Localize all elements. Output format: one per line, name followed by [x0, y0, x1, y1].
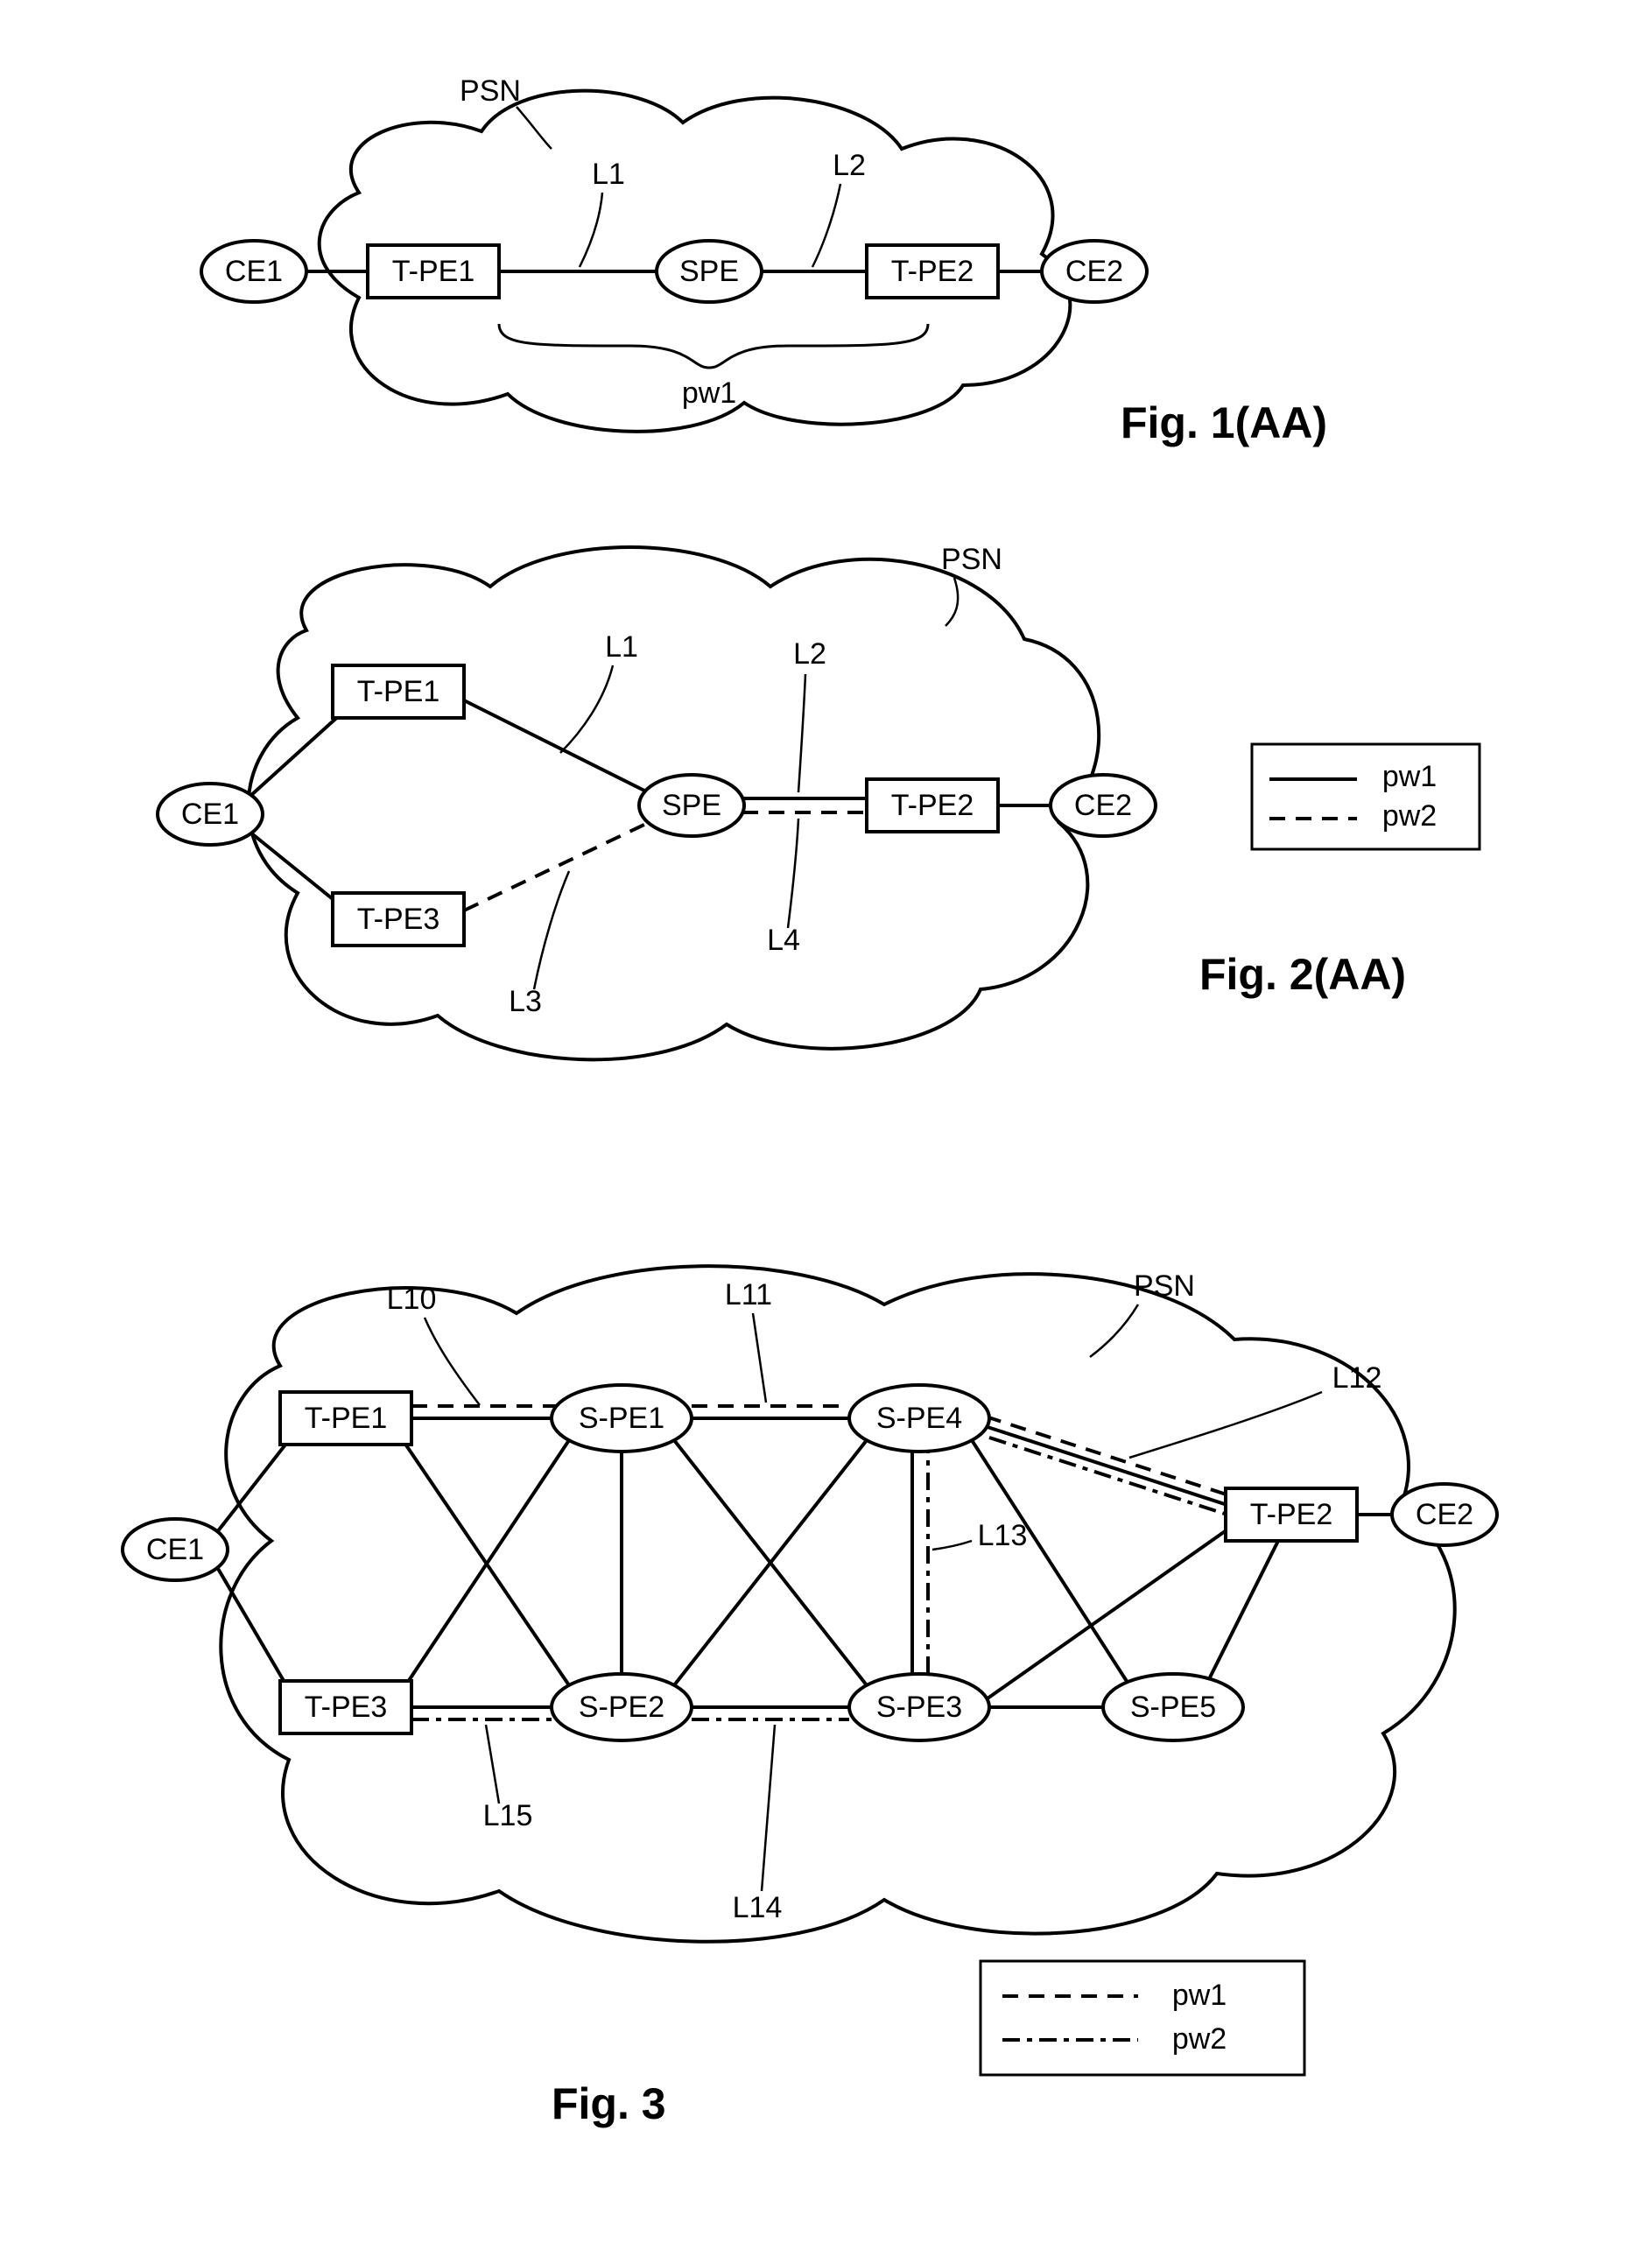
- fig2-l2-label: L2: [793, 637, 826, 671]
- page: PSN L1 L2 pw1 CE1 T-PE1 SPE T-PE2 CE2 Fi…: [35, 35, 1617, 2229]
- fig1-pw1-label: pw1: [682, 376, 736, 410]
- fig3-tpe1-label: T-PE1: [305, 1402, 387, 1435]
- fig2-tpe3-label: T-PE3: [357, 903, 439, 936]
- fig3-spe2-label: S-PE2: [579, 1691, 664, 1724]
- fig1-psn-label: PSN: [460, 74, 521, 108]
- fig2-svg: PSN L1 L2 L3 L4 CE1 T-PE1 T-PE3 SPE T-PE…: [79, 525, 1567, 1138]
- fig2-legend-pw1: pw1: [1382, 760, 1437, 793]
- fig3-l15-label: L15: [483, 1799, 533, 1832]
- fig2-ce1-label: CE1: [181, 798, 239, 831]
- fig3-legend-pw1: pw1: [1172, 1979, 1227, 2012]
- fig1-l2-label: L2: [833, 149, 866, 182]
- fig3-tpe2-label: T-PE2: [1250, 1498, 1332, 1531]
- fig1-svg: PSN L1 L2 pw1 CE1 T-PE1 SPE T-PE2 CE2 Fi…: [79, 53, 1567, 464]
- fig2-legend-box: [1252, 744, 1480, 849]
- fig3-cloud: [221, 1266, 1454, 1942]
- fig3-tpe3-label: T-PE3: [305, 1691, 387, 1724]
- fig3-spe1-label: S-PE1: [579, 1402, 664, 1435]
- fig3-svg: PSN L10 L11 L12 L13 L14 L15 CE1 T-PE1 T-…: [61, 1243, 1637, 2206]
- fig1-l1-label: L1: [592, 158, 625, 191]
- fig2-legend-pw2: pw2: [1382, 799, 1437, 833]
- fig3-spe5-label: S-PE5: [1130, 1691, 1216, 1724]
- fig3-l12-label: L12: [1332, 1361, 1382, 1395]
- fig2-caption: Fig. 2(AA): [1199, 950, 1406, 999]
- fig3-caption: Fig. 3: [552, 2079, 666, 2128]
- fig3-psn-label: PSN: [1134, 1269, 1195, 1303]
- fig3-ce1-label: CE1: [146, 1533, 204, 1566]
- fig1-tpe1-label: T-PE1: [392, 255, 475, 288]
- fig3-l14-label: L14: [733, 1891, 783, 1924]
- fig2-tpe1-label: T-PE1: [357, 675, 439, 708]
- fig3-legend-box: [981, 1961, 1304, 2075]
- fig1-ce1-label: CE1: [225, 255, 283, 288]
- fig2-l3-label: L3: [509, 985, 542, 1018]
- fig1-spe-label: SPE: [679, 255, 739, 288]
- fig2-l1-label: L1: [605, 630, 638, 664]
- fig1-ce2-label: CE2: [1065, 255, 1123, 288]
- fig2-l4-label: L4: [767, 924, 800, 957]
- fig3-l13-label: L13: [978, 1519, 1028, 1552]
- fig2-spe-label: SPE: [662, 789, 721, 822]
- fig3-ce2-label: CE2: [1416, 1498, 1473, 1531]
- fig1-tpe2-label: T-PE2: [891, 255, 974, 288]
- fig2-ce2-label: CE2: [1074, 789, 1132, 822]
- fig3-spe4-label: S-PE4: [876, 1402, 962, 1435]
- fig2-tpe2-label: T-PE2: [891, 789, 974, 822]
- fig3-l11-label: L11: [725, 1278, 772, 1311]
- fig3-l10-label: L10: [387, 1283, 437, 1316]
- fig3-legend-pw2: pw2: [1172, 2022, 1227, 2056]
- fig2-psn-label: PSN: [941, 543, 1002, 576]
- fig1-caption: Fig. 1(AA): [1121, 398, 1327, 447]
- fig3-spe3-label: S-PE3: [876, 1691, 962, 1724]
